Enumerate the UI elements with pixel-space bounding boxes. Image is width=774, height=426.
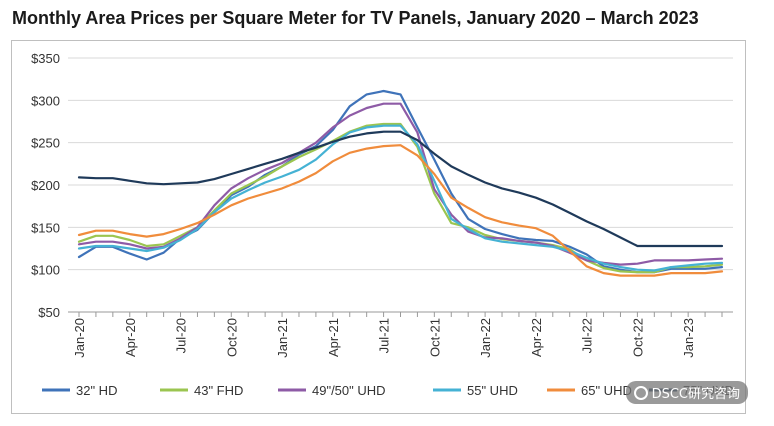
x-tick-label: Jul-21 [377,318,392,353]
y-tick-label: $350 [31,51,60,66]
legend-label: 32" HD [76,383,117,398]
y-axis-ticks: $350 $300 $250 $200 $150 $100 $50 [31,51,60,320]
legend-label: 65" UHD [581,383,632,398]
series-line-5 [77,130,724,248]
x-tick-label: Apr-21 [326,318,341,357]
chart-frame [11,40,746,414]
x-tick-label: Oct-22 [630,318,645,357]
x-tick-label: Jan-20 [72,318,87,358]
x-tick-label: Apr-20 [123,318,138,357]
watermark: DSCC研究咨询 [625,381,748,404]
y-tick-label: $250 [31,136,60,151]
series-line-2 [77,102,724,266]
y-tick-label: $150 [31,220,60,235]
series-line-1 [77,122,724,274]
y-tick-label: $100 [31,263,60,278]
wechat-icon [633,385,648,400]
series-line-3 [77,124,724,272]
series-lines [77,89,724,277]
x-axis [68,311,733,317]
y-tick-label: $300 [31,93,60,108]
x-tick-label: Jul-20 [174,318,189,353]
x-axis-ticks: Jan-20 Apr-20 Jul-20 Oct-20 Jan-21 Apr-21 Jul-… [72,318,696,358]
series-line-0 [77,89,724,274]
watermark-text: DSCC研究咨询 [651,387,740,402]
legend-label: 43" FHD [194,383,243,398]
x-tick-label: Jan-23 [681,318,696,358]
x-tick-label: Apr-22 [529,318,544,357]
series-line-4 [77,144,724,277]
legend-label: 55" UHD [467,383,518,398]
x-tick-label: Oct-21 [427,318,442,357]
legend-label: 49"/50" UHD [312,383,386,398]
y-tick-label: $200 [31,178,60,193]
x-tick-label: Jan-22 [478,318,493,358]
x-tick-label: Jul-22 [580,318,595,353]
x-tick-label: Jan-21 [275,318,290,358]
y-tick-label: $50 [38,305,60,320]
chart-title: Monthly Area Prices per Square Meter for… [12,8,699,28]
x-tick-label: Oct-20 [224,318,239,357]
